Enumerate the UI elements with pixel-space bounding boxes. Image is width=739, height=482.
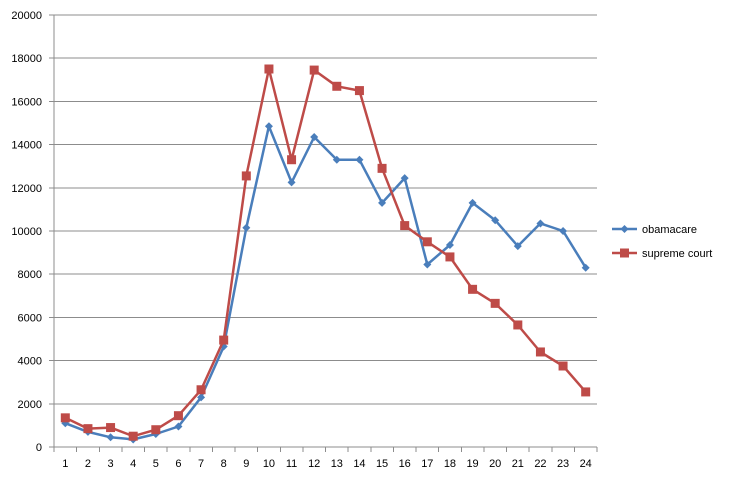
x-tick-label: 8 bbox=[221, 458, 227, 470]
y-tick-label: 0 bbox=[36, 442, 42, 454]
series-obamacare bbox=[61, 122, 590, 444]
data-point bbox=[581, 387, 591, 397]
y-tick-label: 2000 bbox=[18, 399, 42, 411]
legend: obamacare supreme court bbox=[612, 224, 712, 260]
x-tick-label: 12 bbox=[308, 458, 320, 470]
data-point bbox=[581, 263, 590, 272]
y-axis-tick-labels: 0 2000 4000 6000 8000 10000 12000 14000 16000 180… bbox=[11, 10, 42, 454]
data-point bbox=[83, 424, 93, 434]
data-point bbox=[491, 216, 500, 225]
legend-marker bbox=[620, 225, 629, 233]
x-tick-label: 18 bbox=[444, 458, 456, 470]
x-tick-label: 16 bbox=[399, 458, 411, 470]
x-tick-label: 3 bbox=[108, 458, 114, 470]
data-point bbox=[423, 260, 432, 269]
data-point bbox=[558, 361, 568, 371]
x-tick-label: 15 bbox=[376, 458, 388, 470]
x-tick-label: 13 bbox=[331, 458, 343, 470]
data-point bbox=[174, 422, 183, 431]
data-point bbox=[355, 155, 364, 164]
data-point bbox=[242, 223, 251, 232]
y-tick-label: 4000 bbox=[18, 356, 42, 368]
data-point bbox=[468, 198, 477, 207]
series-supreme-court bbox=[60, 64, 591, 441]
data-point bbox=[513, 242, 522, 251]
data-point bbox=[422, 237, 432, 247]
data-point bbox=[264, 64, 274, 74]
data-point bbox=[490, 298, 500, 308]
y-tick-label: 18000 bbox=[11, 53, 42, 65]
x-tick-label: 11 bbox=[286, 458, 297, 470]
x-axis-tick-labels: 1 2 3 4 5 6 7 8 9 10 11 12 13 14 15 16 17 18 19 20 21 22 23 24 bbox=[62, 458, 592, 470]
y-tick-label: 16000 bbox=[11, 96, 42, 108]
series-line bbox=[64, 67, 587, 438]
data-point bbox=[106, 433, 115, 442]
data-point bbox=[535, 347, 545, 357]
data-point bbox=[106, 423, 116, 433]
data-point bbox=[400, 174, 409, 183]
data-point bbox=[151, 425, 161, 435]
data-point bbox=[60, 413, 70, 423]
data-point bbox=[513, 320, 523, 330]
series-line bbox=[64, 124, 587, 441]
legend-label: supreme court bbox=[642, 248, 712, 260]
data-point bbox=[445, 252, 455, 262]
legend-label: obamacare bbox=[642, 224, 697, 236]
y-tick-label: 14000 bbox=[11, 140, 42, 152]
x-tick-label: 6 bbox=[175, 458, 181, 470]
x-tick-label: 23 bbox=[557, 458, 569, 470]
x-tick-label: 10 bbox=[263, 458, 275, 470]
series-layer bbox=[60, 64, 591, 444]
data-point bbox=[378, 198, 387, 207]
y-tick-label: 6000 bbox=[18, 312, 42, 324]
data-point bbox=[354, 86, 364, 96]
data-point bbox=[287, 178, 296, 187]
gridlines bbox=[54, 14, 597, 405]
x-tick-label: 24 bbox=[580, 458, 592, 470]
x-tick-label: 21 bbox=[512, 458, 524, 470]
x-tick-label: 17 bbox=[421, 458, 433, 470]
x-tick-label: 5 bbox=[153, 458, 159, 470]
y-tick-label: 10000 bbox=[11, 226, 42, 238]
data-point bbox=[536, 219, 545, 228]
data-point bbox=[400, 221, 410, 231]
y-tick-label: 8000 bbox=[18, 269, 42, 281]
x-tick-label: 9 bbox=[243, 458, 249, 470]
data-point bbox=[196, 385, 206, 395]
data-point bbox=[309, 65, 319, 75]
data-point bbox=[468, 284, 478, 294]
x-tick-label: 7 bbox=[198, 458, 204, 470]
y-tick-label: 12000 bbox=[11, 183, 42, 195]
data-point bbox=[197, 393, 206, 402]
data-point bbox=[559, 227, 568, 235]
data-point bbox=[332, 81, 342, 91]
data-point bbox=[332, 155, 341, 164]
data-point bbox=[128, 431, 138, 441]
x-tick-label: 4 bbox=[130, 458, 136, 470]
axes bbox=[49, 14, 598, 452]
data-point bbox=[241, 171, 251, 181]
legend-item: obamacare bbox=[612, 224, 697, 236]
x-tick-label: 2 bbox=[85, 458, 91, 470]
y-tick-label: 20000 bbox=[11, 10, 42, 22]
data-point bbox=[287, 155, 297, 165]
data-point bbox=[219, 335, 229, 345]
x-tick-label: 19 bbox=[466, 458, 478, 470]
x-tick-label: 20 bbox=[489, 458, 501, 470]
x-tick-label: 14 bbox=[353, 458, 365, 470]
data-point bbox=[310, 133, 319, 142]
legend-item: supreme court bbox=[612, 248, 712, 260]
x-tick-label: 22 bbox=[534, 458, 546, 470]
legend-marker bbox=[620, 248, 629, 258]
data-point bbox=[377, 163, 387, 173]
data-point bbox=[445, 241, 454, 250]
data-point bbox=[264, 122, 273, 131]
x-tick-label: 1 bbox=[62, 458, 68, 470]
data-point bbox=[173, 411, 183, 421]
